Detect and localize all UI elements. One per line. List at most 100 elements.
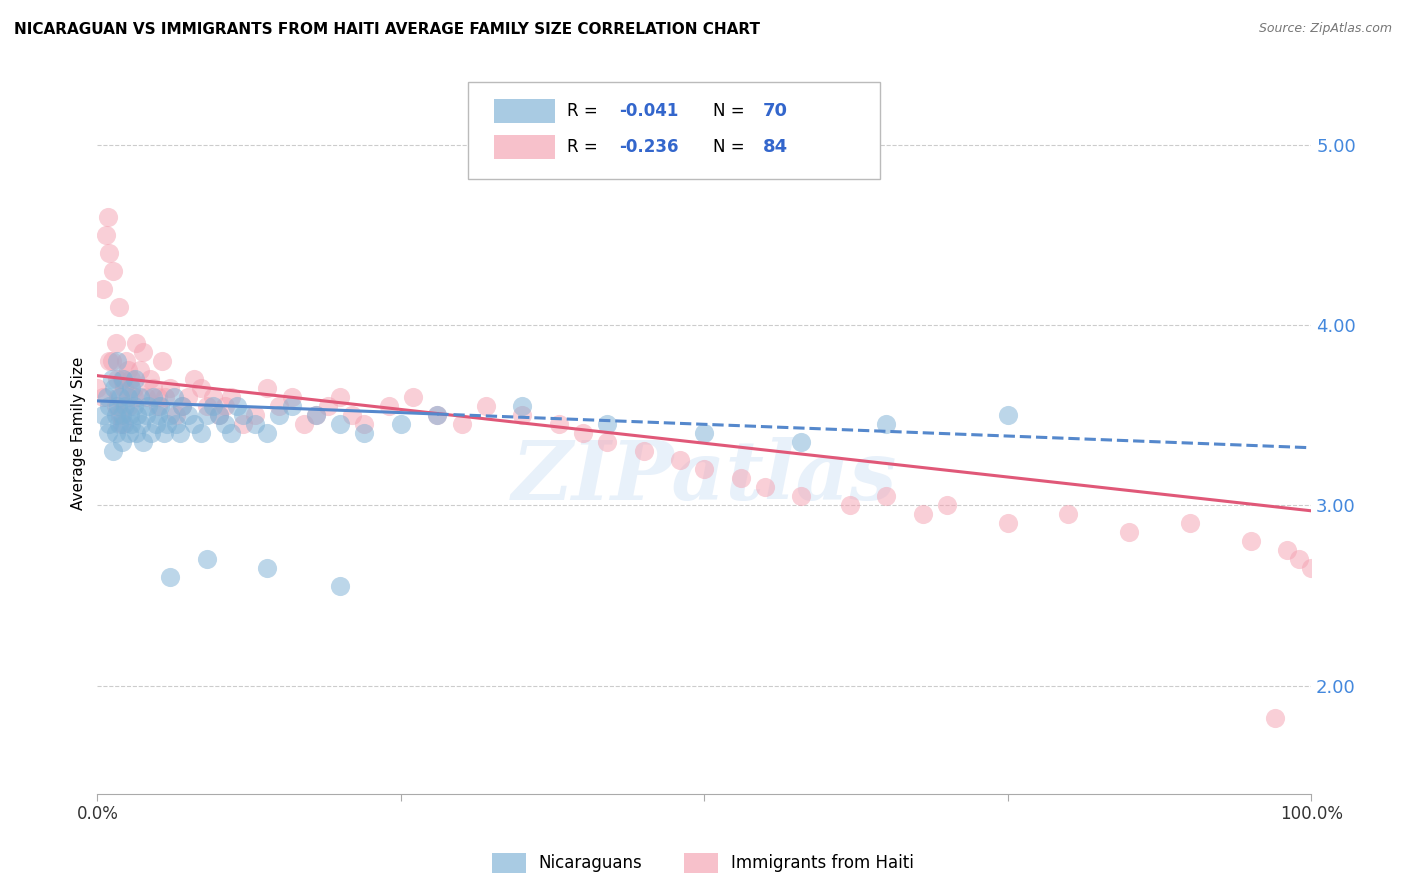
Point — [150, 354, 173, 368]
Point — [93, 282, 115, 296]
Point — [183, 417, 205, 432]
Point — [875, 489, 897, 503]
Point — [177, 390, 200, 404]
Text: Source: ZipAtlas.com: Source: ZipAtlas.com — [1258, 22, 1392, 36]
Point — [142, 390, 165, 404]
Point — [1239, 534, 1261, 549]
Point — [108, 417, 131, 432]
Point — [875, 417, 897, 432]
Point — [111, 417, 134, 432]
Point — [219, 390, 242, 404]
Point — [101, 354, 124, 368]
FancyBboxPatch shape — [495, 135, 555, 160]
Point — [104, 409, 127, 423]
Point — [146, 409, 169, 423]
Point — [402, 390, 425, 404]
Point — [1301, 561, 1323, 575]
Point — [475, 399, 498, 413]
Point — [149, 399, 172, 413]
Point — [936, 499, 959, 513]
Text: NICARAGUAN VS IMMIGRANTS FROM HAITI AVERAGE FAMILY SIZE CORRELATION CHART: NICARAGUAN VS IMMIGRANTS FROM HAITI AVER… — [14, 22, 761, 37]
Point — [997, 516, 1019, 531]
Point — [110, 390, 132, 404]
Point — [138, 372, 160, 386]
Point — [111, 435, 134, 450]
Point — [132, 435, 155, 450]
Point — [124, 372, 146, 386]
Point — [128, 363, 150, 377]
Point — [129, 417, 152, 432]
Point — [195, 552, 218, 566]
Point — [111, 372, 134, 386]
Point — [117, 363, 139, 377]
Point — [195, 399, 218, 413]
Point — [108, 300, 131, 314]
Point — [107, 399, 129, 413]
Point — [97, 426, 120, 441]
Point — [105, 354, 128, 368]
Point — [256, 381, 278, 395]
Point — [669, 453, 692, 467]
Point — [115, 354, 138, 368]
Text: N =: N = — [713, 138, 749, 156]
Point — [195, 409, 218, 423]
Point — [329, 579, 352, 593]
Point — [633, 444, 655, 458]
FancyBboxPatch shape — [495, 99, 555, 123]
Point — [269, 409, 291, 423]
Point — [103, 381, 125, 395]
Point — [510, 409, 533, 423]
Point — [97, 210, 120, 224]
Text: ZIPatlas: ZIPatlas — [512, 436, 897, 516]
Point — [104, 336, 127, 351]
Point — [177, 409, 200, 423]
Point — [172, 399, 194, 413]
Point — [280, 399, 302, 413]
Point — [159, 409, 181, 423]
Point — [450, 417, 472, 432]
Point — [305, 409, 328, 423]
Point — [1264, 711, 1286, 725]
Point — [93, 409, 115, 423]
Point — [190, 381, 212, 395]
Point — [132, 345, 155, 359]
Text: R =: R = — [567, 138, 603, 156]
Point — [172, 399, 194, 413]
Point — [125, 426, 148, 441]
Point — [118, 399, 141, 413]
Point — [342, 409, 364, 423]
Point — [256, 561, 278, 575]
Point — [214, 417, 236, 432]
Point — [159, 570, 181, 584]
Point — [122, 390, 145, 404]
Point — [165, 409, 187, 423]
Point — [305, 409, 328, 423]
Point — [125, 336, 148, 351]
Text: N =: N = — [713, 103, 749, 120]
Point — [127, 409, 149, 423]
Point — [292, 417, 315, 432]
Point — [232, 409, 254, 423]
Point — [111, 372, 134, 386]
Point — [93, 390, 115, 404]
Point — [122, 399, 145, 413]
Point — [208, 409, 231, 423]
Text: -0.236: -0.236 — [619, 138, 679, 156]
Point — [86, 381, 108, 395]
Text: -0.041: -0.041 — [619, 103, 679, 120]
Point — [163, 390, 186, 404]
Point — [146, 399, 169, 413]
Point — [139, 426, 162, 441]
Point — [510, 399, 533, 413]
Point — [98, 417, 121, 432]
Point — [1057, 508, 1080, 522]
Point — [226, 399, 249, 413]
Point — [353, 417, 375, 432]
Point — [426, 409, 449, 423]
Point — [754, 480, 776, 494]
Point — [120, 381, 142, 395]
Point — [169, 426, 191, 441]
Point — [105, 372, 128, 386]
Point — [256, 426, 278, 441]
Point — [153, 426, 176, 441]
